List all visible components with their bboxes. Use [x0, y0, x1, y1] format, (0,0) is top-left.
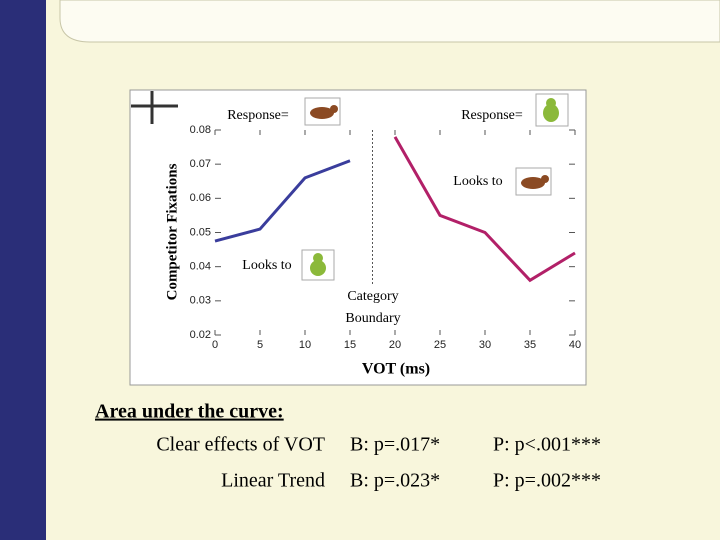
x-tick-label: 10 [299, 339, 311, 351]
summary-cell: Clear effects of VOT [156, 434, 325, 456]
x-tick-label: 30 [479, 339, 491, 351]
bear-icon [515, 167, 552, 196]
annotation: Looks to [242, 258, 291, 273]
pear-icon [535, 93, 569, 127]
summary-heading: Area under the curve: [95, 401, 284, 423]
x-tick-label: 15 [344, 339, 356, 351]
x-tick-label: 5 [257, 339, 263, 351]
y-axis-label: Competitor Fixations [164, 163, 180, 300]
series-line [214, 159, 351, 243]
corner-icon [131, 91, 178, 124]
x-tick-label: 25 [434, 339, 446, 351]
summary-cell: B: p=.023* [350, 470, 440, 492]
side-bar [0, 0, 46, 540]
series-line [393, 136, 576, 283]
annotation: Looks to [453, 174, 502, 189]
summary-cell: P: p<.001*** [493, 434, 601, 456]
bear-icon [304, 97, 341, 126]
annotation: Category [347, 289, 398, 304]
x-tick-label: 0 [212, 339, 218, 351]
y-tick-label: 0.03 [190, 295, 211, 307]
top-band [59, 0, 720, 43]
summary-cell: B: p=.017* [350, 434, 440, 456]
x-tick-label: 40 [569, 339, 581, 351]
pear-icon [301, 249, 335, 281]
y-tick-label: 0.08 [190, 124, 211, 136]
summary-cell: P: p=.002*** [493, 470, 601, 492]
y-tick-label: 0.05 [190, 226, 211, 238]
annotation: Response= [227, 108, 289, 123]
y-tick-label: 0.07 [190, 158, 211, 170]
x-tick-label: 20 [389, 339, 401, 351]
annotation: Boundary [345, 311, 400, 326]
x-tick-label: 35 [524, 339, 536, 351]
y-tick-label: 0.04 [190, 261, 211, 273]
y-tick-label: 0.06 [190, 192, 211, 204]
summary-cell: Linear Trend [221, 470, 325, 492]
annotation: Response= [461, 108, 523, 123]
y-tick-label: 0.02 [190, 329, 211, 341]
chart-panel [129, 89, 587, 386]
x-axis-label: VOT (ms) [362, 361, 430, 378]
